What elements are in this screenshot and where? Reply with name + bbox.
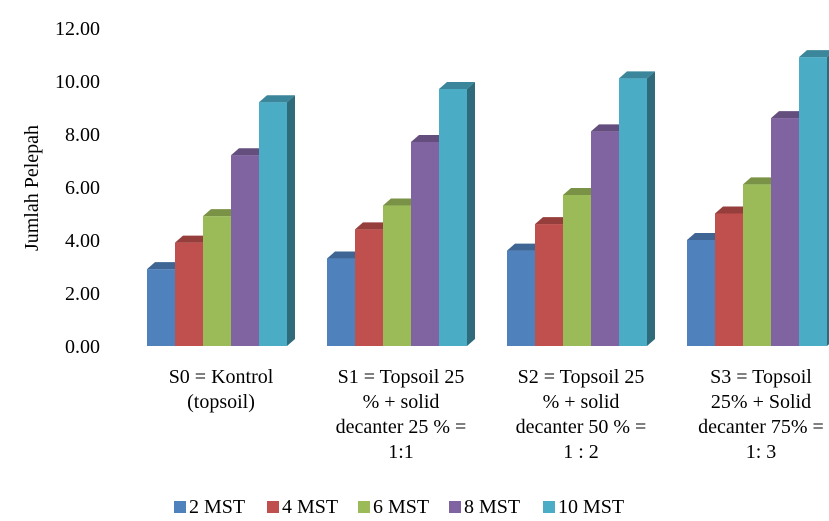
legend: 2 MST 4 MST 6 MST 8 MST 10 MST <box>174 496 624 518</box>
legend-label: 8 MST <box>464 496 520 518</box>
bars <box>147 50 829 347</box>
x-tick-label-line: S0 = Kontrol <box>169 366 274 388</box>
y-tick-label: 8.00 <box>65 124 100 146</box>
x-tick-label: S0 = Kontrol (topsoil) <box>169 366 274 413</box>
bar-top <box>799 50 829 58</box>
x-tick-label: S3 = Topsoil 25% + Solid decanter 75% = 1: … <box>698 366 824 463</box>
legend-label: 10 MST <box>558 496 624 518</box>
y-axis: 0.00 2.00 4.00 6.00 8.00 10.00 12.00 <box>55 18 100 358</box>
bar-front <box>507 250 535 346</box>
bar-top <box>203 209 239 217</box>
x-tick-label-line: 25% + Solid <box>711 391 811 413</box>
category-labels: S0 = Kontrol (topsoil) S1 = Topsoil 25 % + … <box>169 366 824 463</box>
bar-top <box>619 71 655 79</box>
legend-item: 8 MST <box>449 496 520 518</box>
bar-top <box>563 187 599 195</box>
x-tick-label-line: (topsoil) <box>187 391 255 413</box>
bar <box>619 71 655 346</box>
bar-front <box>743 184 771 346</box>
legend-swatch <box>543 501 555 513</box>
y-tick-label: 12.00 <box>55 18 100 40</box>
bar <box>439 81 475 346</box>
bar-front <box>563 194 591 346</box>
legend-label: 6 MST <box>373 496 429 518</box>
bar-front <box>411 141 439 346</box>
bar-side <box>467 81 475 346</box>
bar-front <box>439 88 467 346</box>
x-tick-label-line: % + solid <box>543 391 620 413</box>
legend-item: 4 MST <box>267 496 338 518</box>
bar <box>259 95 295 346</box>
x-tick-label-line: decanter 75% = <box>698 416 824 438</box>
x-tick-label: S1 = Topsoil 25 % + solid decanter 25 % = 1… <box>336 366 467 463</box>
bar-top <box>327 251 363 259</box>
bar-front <box>771 118 799 346</box>
bar-top <box>411 134 447 142</box>
bar-front <box>619 78 647 346</box>
x-tick-label-line: % + solid <box>363 391 440 413</box>
bar-top <box>175 235 211 243</box>
y-tick-label: 4.00 <box>65 230 100 252</box>
bar-front <box>259 102 287 346</box>
bar-top <box>507 243 543 251</box>
bar-front <box>383 205 411 346</box>
bar-front <box>687 240 715 346</box>
bar-front <box>203 216 231 346</box>
bar-front <box>175 242 203 346</box>
x-tick-label-line: decanter 50 % = <box>516 416 647 438</box>
legend-swatch <box>174 501 186 513</box>
x-tick-label-line: S3 = Topsoil <box>710 366 812 388</box>
bar-side <box>647 71 655 346</box>
bar-front <box>231 155 259 346</box>
bar-front <box>327 258 355 346</box>
bar-top <box>355 222 391 230</box>
legend-label: 2 MST <box>189 496 245 518</box>
bar-top <box>231 148 267 156</box>
bar-top <box>743 177 779 185</box>
legend-swatch <box>267 501 279 513</box>
legend-label: 4 MST <box>282 496 338 518</box>
bar-top <box>771 111 807 119</box>
bar-top <box>535 217 571 225</box>
bar-side <box>287 95 295 346</box>
bar-front <box>799 57 827 347</box>
x-tick-label-line: decanter 25 % = <box>336 416 467 438</box>
bar-front <box>591 131 619 346</box>
bar-top <box>591 124 627 132</box>
bar-top <box>439 81 475 89</box>
x-tick-label-line: S1 = Topsoil 25 <box>338 366 465 388</box>
y-tick-label: 6.00 <box>65 177 100 199</box>
bar-top <box>687 233 723 240</box>
x-tick-label: S2 = Topsoil 25 % + solid decanter 50 % = 1… <box>516 366 647 463</box>
legend-item: 2 MST <box>174 496 245 518</box>
bar-front <box>147 269 175 346</box>
x-tick-label-line: 1 : 2 <box>563 441 599 463</box>
bar-top <box>383 198 419 206</box>
legend-item: 10 MST <box>543 496 624 518</box>
y-tick-label: 0.00 <box>65 336 100 358</box>
x-tick-label-line: 1: 3 <box>746 441 777 463</box>
bar <box>799 50 829 347</box>
legend-swatch <box>449 501 461 513</box>
x-tick-label-line: 1:1 <box>388 441 414 463</box>
bar-top <box>147 262 183 270</box>
bar-front <box>715 213 743 346</box>
bar-top <box>259 95 295 103</box>
y-axis-label: Jumlah Pelepah <box>21 125 43 251</box>
legend-item: 6 MST <box>358 496 429 518</box>
legend-swatch <box>358 501 370 513</box>
bar-top <box>715 206 751 214</box>
x-tick-label-line: S2 = Topsoil 25 <box>518 366 645 388</box>
y-tick-label: 2.00 <box>65 283 100 305</box>
y-tick-label: 10.00 <box>55 71 100 93</box>
bar-front <box>355 229 383 346</box>
bar-front <box>535 224 563 346</box>
